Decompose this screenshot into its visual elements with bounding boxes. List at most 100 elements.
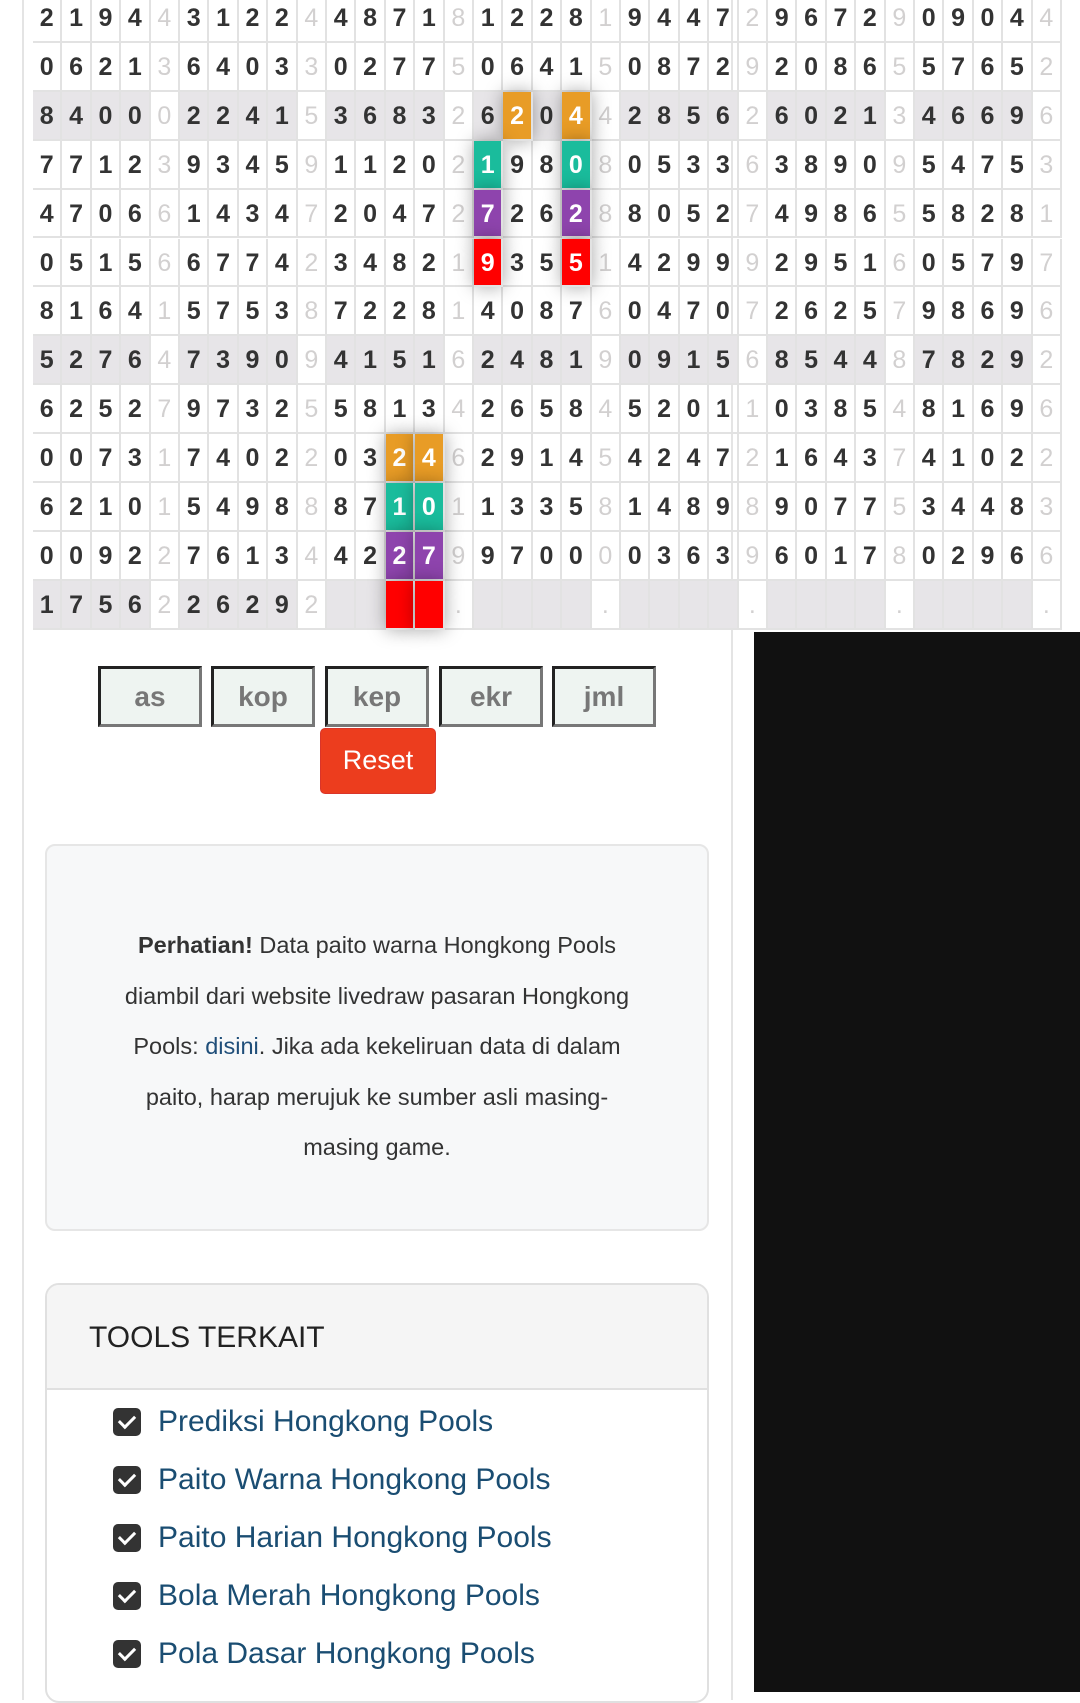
paito-digit-cell: 5: [915, 189, 945, 239]
source-link[interactable]: disini: [205, 1033, 259, 1059]
paito-digit-cell: 9: [180, 140, 210, 190]
paito-digit-cell: [532, 580, 563, 630]
paito-digit-cell: 7: [91, 336, 122, 386]
paito-digit-cell: 9: [180, 385, 210, 435]
paito-digit-cell: 1: [562, 336, 592, 386]
as-button[interactable]: as: [98, 666, 202, 727]
paito-sum-cell: 0: [591, 531, 621, 581]
paito-digit-cell: 7: [679, 287, 710, 337]
paito-digit-cell: 5: [532, 238, 563, 288]
paito-digit-cell: 7: [944, 42, 974, 92]
paito-digit-cell: 4: [385, 189, 416, 239]
paito-digit-cell: 8: [768, 336, 798, 386]
paito-digit-cell: 0: [915, 238, 945, 288]
paito-digit-cell: 7: [474, 189, 504, 239]
paito-digit-cell: 2: [180, 580, 210, 630]
paito-digit-cell: 0: [797, 531, 827, 581]
paito-digit-cell: 1: [91, 238, 122, 288]
paito-sum-cell: 1: [444, 483, 474, 532]
paito-digit-cell: 1: [562, 42, 592, 92]
paito-sum-cell: 1: [444, 238, 474, 288]
reset-button[interactable]: Reset: [320, 728, 436, 794]
kop-button[interactable]: kop: [211, 666, 315, 727]
tool-item[interactable]: Paito Harian Hongkong Pools: [113, 1518, 552, 1558]
paito-sum-cell: 2: [150, 531, 180, 581]
paito-sum-cell: 7: [885, 287, 915, 337]
paito-digit-cell: 3: [503, 483, 533, 532]
paito-digit-cell: 9: [826, 140, 857, 190]
paito-sum-cell: .: [444, 580, 474, 630]
paito-digit-cell: 3: [415, 91, 445, 141]
tool-link[interactable]: Bola Merah Hongkong Pools: [158, 1579, 540, 1612]
paito-digit-cell: 6: [121, 580, 151, 630]
paito-digit-cell: 5: [33, 336, 63, 386]
kep-button[interactable]: kep: [325, 666, 429, 727]
paito-digit-cell: 5: [385, 336, 416, 386]
paito-digit-cell: 9: [709, 483, 739, 532]
ekr-button[interactable]: ekr: [439, 666, 543, 727]
tool-item[interactable]: Paito Warna Hongkong Pools: [113, 1460, 550, 1500]
paito-digit-cell: 6: [797, 0, 827, 43]
paito-sum-cell: 8: [591, 483, 621, 532]
paito-digit-cell: 6: [768, 91, 798, 141]
paito-digit-cell: 0: [709, 287, 739, 337]
paito-digit-cell: [856, 580, 886, 630]
paito-digit-cell: 1: [121, 42, 151, 92]
paito-digit-cell: 7: [915, 336, 945, 386]
tool-link[interactable]: Paito Warna Hongkong Pools: [158, 1463, 551, 1496]
paito-digit-cell: 3: [679, 140, 710, 190]
paito-digit-cell: 8: [797, 140, 827, 190]
paito-digit-cell: 7: [826, 0, 857, 43]
paito-digit-cell: 7: [385, 0, 416, 43]
paito-digit-cell: 1: [268, 91, 298, 141]
paito-digit-cell: 0: [621, 140, 651, 190]
paito-digit-cell: 5: [944, 238, 974, 288]
paito-digit-cell: 0: [797, 483, 827, 532]
tool-item[interactable]: Pola Dasar Hongkong Pools: [113, 1634, 535, 1674]
paito-digit-cell: [562, 580, 592, 630]
paito-digit-cell: 2: [180, 91, 210, 141]
paito-digit-cell: 6: [474, 91, 504, 141]
paito-digit-cell: 1: [474, 0, 504, 43]
paito-digit-cell: 7: [415, 42, 445, 92]
paito-sum-cell: 9: [738, 238, 768, 288]
paito-digit-cell: 0: [621, 531, 651, 581]
paito-digit-cell: 4: [62, 91, 92, 141]
paito-digit-cell: 5: [1003, 42, 1033, 92]
jml-button[interactable]: jml: [552, 666, 656, 727]
paito-digit-cell: 7: [415, 531, 445, 581]
paito-digit-cell: 2: [62, 336, 92, 386]
tool-link[interactable]: Pola Dasar Hongkong Pools: [158, 1637, 535, 1670]
paito-digit-cell: 0: [532, 531, 563, 581]
paito-sum-cell: 5: [591, 42, 621, 92]
tool-item[interactable]: Prediksi Hongkong Pools: [113, 1402, 493, 1442]
paito-digit-cell: 0: [915, 531, 945, 581]
paito-digit-cell: 3: [238, 189, 269, 239]
paito-digit-cell: 5: [915, 140, 945, 190]
paito-digit-cell: 3: [180, 0, 210, 43]
tool-link[interactable]: Paito Harian Hongkong Pools: [158, 1521, 552, 1554]
paito-digit-cell: 6: [973, 385, 1004, 435]
paito-digit-cell: 4: [532, 42, 563, 92]
paito-digit-cell: 0: [62, 531, 92, 581]
tool-link[interactable]: Prediksi Hongkong Pools: [158, 1405, 494, 1438]
paito-digit-cell: 4: [915, 91, 945, 141]
paito-digit-cell: [621, 580, 651, 630]
paito-digit-cell: 4: [209, 483, 239, 532]
paito-digit-cell: 2: [826, 91, 857, 141]
paito-digit-cell: 2: [327, 189, 357, 239]
paito-sum-cell: .: [738, 580, 768, 630]
paito-digit-cell: 3: [356, 434, 386, 483]
paito-digit-cell: 7: [33, 140, 63, 190]
paito-sum-cell: 1: [150, 483, 180, 532]
paito-digit-cell: 5: [679, 189, 710, 239]
paito-digit-cell: 9: [238, 336, 269, 386]
tool-item[interactable]: Bola Merah Hongkong Pools: [113, 1576, 540, 1616]
paito-digit-cell: 2: [503, 189, 533, 239]
paito-digit-cell: 0: [33, 238, 63, 288]
paito-digit-cell: 2: [474, 434, 504, 483]
paito-digit-cell: 6: [768, 531, 798, 581]
paito-digit-cell: 3: [268, 287, 298, 337]
paito-digit-cell: 5: [62, 238, 92, 288]
paito-digit-cell: 4: [121, 287, 151, 337]
